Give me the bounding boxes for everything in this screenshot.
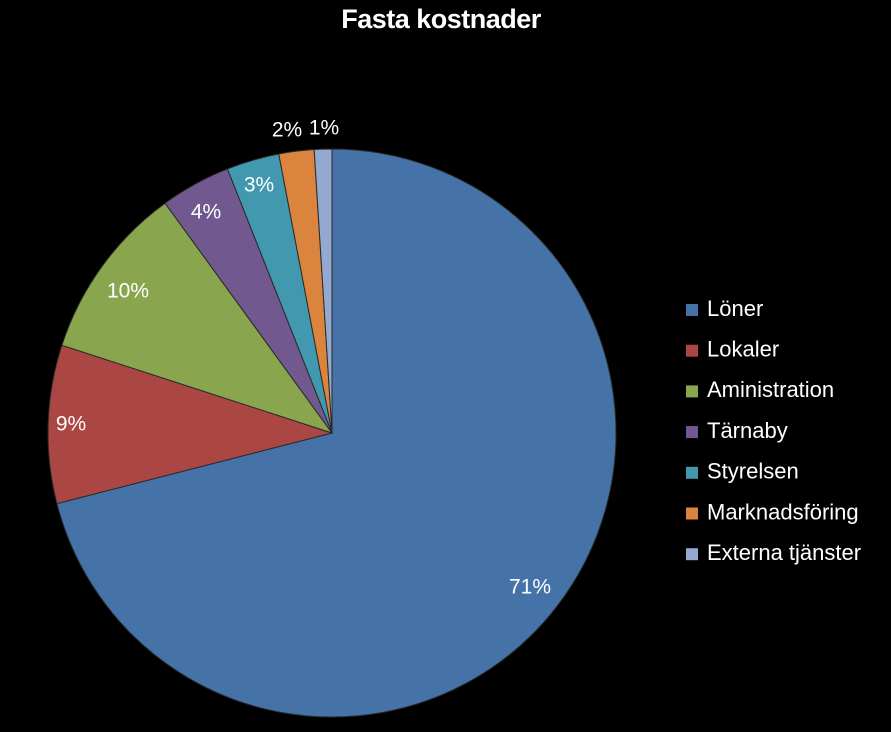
legend-label: Tärnaby: [707, 418, 788, 443]
legend-label: Löner: [707, 296, 763, 321]
slice-data-label: 9%: [56, 413, 86, 436]
legend-label: Externa tjänster: [707, 540, 861, 565]
legend-swatch: [686, 304, 698, 316]
legend-swatch: [686, 466, 698, 479]
pie-slices: [47, 148, 617, 718]
legend-swatch: [686, 385, 698, 398]
legend-swatch: [686, 548, 698, 561]
pie-slice-2: [61, 202, 334, 434]
legend-label: Lokaler: [707, 337, 779, 362]
legend-swatch: [686, 344, 698, 357]
legend-swatch: [686, 426, 698, 439]
pie-slice-0: [56, 148, 617, 718]
slice-data-label: 2%: [272, 119, 302, 142]
slice-data-label: 1%: [309, 117, 339, 140]
slice-data-label: 71%: [509, 576, 551, 599]
slice-data-label: 10%: [107, 280, 149, 303]
chart-title: Fasta kostnader: [341, 4, 542, 34]
legend: Löner Lokaler Aministration Tärnaby Styrelse…: [686, 296, 861, 565]
legend-label: Marknadsföring: [707, 499, 859, 524]
legend-label: Aministration: [707, 377, 834, 402]
pie-slice-1: [47, 344, 334, 505]
slice-data-label: 4%: [191, 201, 221, 224]
legend-label: Styrelsen: [707, 459, 799, 484]
slice-data-label: 3%: [244, 174, 274, 197]
slice-labels: 71% 9% 10% 4% 3% 2% 1%: [56, 117, 551, 599]
pie-slice-6: [313, 148, 333, 434]
legend-swatch: [686, 507, 698, 520]
